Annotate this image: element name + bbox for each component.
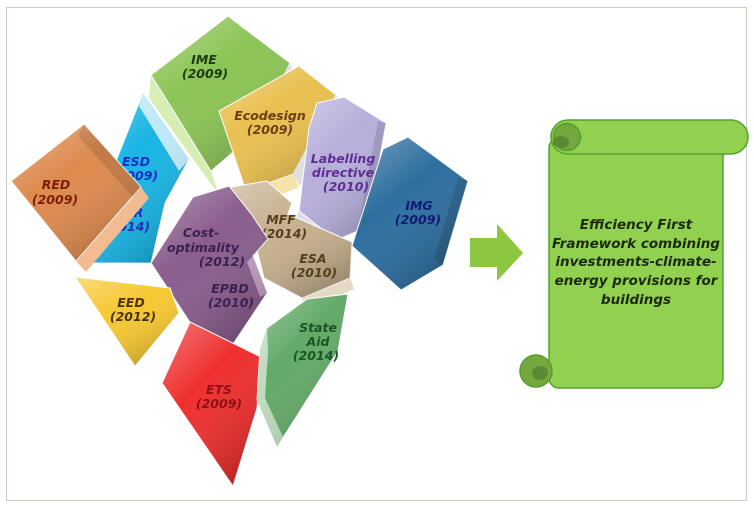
piece-esa-year: (2010) bbox=[291, 265, 337, 280]
piece-state-aid: State Aid (2014) bbox=[256, 293, 349, 449]
piece-cost-line1: Cost- bbox=[183, 225, 219, 240]
piece-cost-year: (2012) bbox=[199, 254, 245, 269]
piece-epbd-year: (2010) bbox=[208, 295, 254, 310]
scroll-text-line4: energy provisions for bbox=[555, 273, 719, 289]
piece-eed: EED (2012) bbox=[73, 276, 180, 367]
piece-ets: ETS (2009) bbox=[161, 321, 262, 488]
scroll-top-curl-shadow bbox=[553, 136, 569, 148]
scroll-text-line1: Efficiency First bbox=[580, 217, 693, 233]
scroll-text-line3: investments-climate- bbox=[555, 254, 716, 270]
piece-ime-year: (2009) bbox=[182, 66, 228, 81]
scroll-top-roll bbox=[550, 119, 749, 155]
flow-arrow-icon bbox=[470, 224, 523, 281]
piece-img-label: IMG bbox=[405, 198, 432, 213]
piece-state-aid-line1: State bbox=[299, 320, 337, 335]
piece-ecodesign-label: Ecodesign bbox=[234, 108, 306, 123]
scroll-text-line5: buildings bbox=[601, 292, 671, 308]
piece-ets-label: ETS bbox=[206, 382, 232, 397]
piece-mff-label: MFF bbox=[266, 212, 296, 227]
scroll-bottom-curl-shadow bbox=[532, 366, 548, 380]
piece-labelling-line1: Labelling bbox=[311, 151, 376, 166]
piece-esa-label: ESA bbox=[299, 251, 326, 266]
piece-epbd-label: EPBD bbox=[211, 281, 249, 296]
piece-state-aid-line2: Aid bbox=[306, 334, 331, 349]
scroll-banner: Efficiency First Framework combining inv… bbox=[519, 119, 749, 389]
piece-ets-year: (2009) bbox=[196, 396, 242, 411]
piece-labelling-line2: directive bbox=[312, 165, 374, 180]
piece-state-aid-year: (2014) bbox=[293, 348, 339, 363]
scroll-text-line2: Framework combining bbox=[552, 236, 720, 252]
scroll-text: Efficiency First Framework combining inv… bbox=[552, 217, 720, 308]
piece-eed-label: EED bbox=[117, 295, 144, 310]
piece-ecodesign-year: (2009) bbox=[247, 122, 293, 137]
piece-red-year: (2009) bbox=[32, 192, 78, 207]
piece-cost-line2: optimality bbox=[167, 240, 240, 255]
piece-ime-label: IME bbox=[191, 52, 217, 67]
piece-red-label: RED bbox=[42, 177, 71, 192]
piece-eed-year: (2012) bbox=[110, 309, 156, 324]
piece-labelling-year: (2010) bbox=[323, 179, 369, 194]
piece-img-year: (2009) bbox=[395, 212, 441, 227]
piece-esd-label: ESD bbox=[122, 154, 150, 169]
image-border bbox=[6, 7, 747, 501]
piece-mff-year: (2014) bbox=[261, 226, 307, 241]
